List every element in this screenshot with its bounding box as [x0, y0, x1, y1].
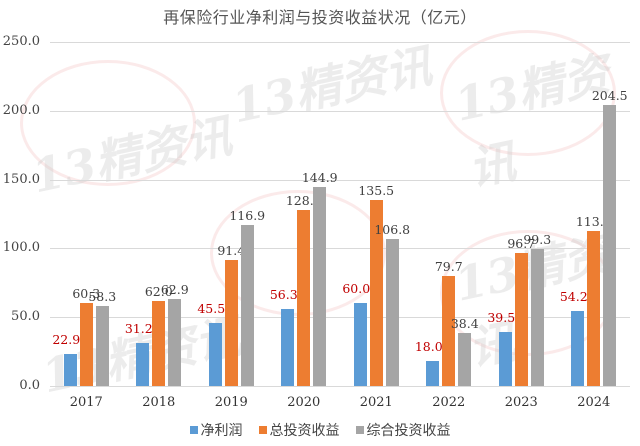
bar [168, 299, 182, 386]
watermark-stamp [440, 30, 616, 156]
x-axis-tick: 2020 [287, 395, 321, 410]
data-label: 60.0 [342, 281, 371, 297]
x-axis-tick: 2024 [577, 395, 611, 410]
bar [603, 104, 617, 386]
bar [442, 276, 456, 386]
y-axis-tick: 150.0 [2, 171, 40, 187]
data-label: 22.9 [52, 332, 81, 348]
data-label: 18.0 [414, 339, 443, 355]
chart-title: 再保险行业净利润与投资收益状况（亿元） [163, 8, 477, 27]
legend-label: 综合投资收益 [366, 423, 451, 439]
y-axis-tick: 100.0 [2, 240, 40, 256]
y-axis-tick: 0.0 [19, 378, 40, 393]
bar [353, 303, 367, 386]
data-label: 128.0 [285, 192, 322, 208]
gridline [50, 179, 630, 181]
data-label: 45.5 [197, 301, 226, 317]
watermark-stamp [20, 60, 196, 186]
data-label: 38.4 [450, 316, 479, 332]
data-label: 91.4 [217, 243, 246, 259]
data-label: 62.0 [144, 283, 173, 299]
x-axis-tick: 2022 [432, 395, 466, 410]
legend-item-net-profit: 净利润 [189, 420, 243, 440]
x-axis-tick: 2018 [142, 395, 176, 410]
x-axis-tick: 2021 [359, 395, 393, 410]
data-label: 39.5 [487, 309, 516, 325]
bar [240, 225, 254, 386]
bar [224, 260, 238, 386]
legend-label: 总投资收益 [269, 423, 340, 439]
legend-swatch [258, 426, 267, 434]
legend-swatch [189, 426, 198, 434]
data-label: 96.7 [507, 235, 536, 251]
data-label: 60.3 [72, 286, 101, 302]
bar [63, 354, 77, 386]
bar [498, 331, 512, 386]
bar [530, 249, 544, 386]
bar [281, 308, 295, 386]
bar [571, 311, 585, 386]
bar [95, 305, 109, 386]
bar [458, 333, 472, 386]
data-label: 204.5 [591, 87, 628, 103]
data-label: 135.5 [358, 182, 395, 198]
bar [208, 323, 222, 386]
gridline [50, 110, 630, 112]
data-label: 56.3 [269, 286, 298, 302]
bar [79, 303, 93, 386]
legend-swatch [355, 426, 364, 434]
bar [136, 343, 150, 386]
bar [587, 230, 601, 386]
data-label: 99.3 [523, 232, 552, 248]
legend-item-total-investment: 总投资收益 [258, 420, 340, 440]
gridline [50, 317, 630, 319]
data-label: 62.9 [160, 282, 189, 298]
gridline [50, 386, 630, 387]
bar [385, 239, 399, 386]
data-label: 144.9 [301, 169, 338, 185]
legend: 净利润 总投资收益 综合投资收益 [0, 420, 640, 440]
y-axis-tick: 200.0 [2, 102, 40, 118]
x-axis-tick: 2017 [69, 395, 103, 410]
bar [297, 209, 311, 386]
bar [313, 186, 327, 386]
bar [152, 300, 166, 386]
data-label: 113.0 [575, 213, 612, 229]
x-axis-tick: 2019 [214, 395, 248, 410]
x-axis-tick: 2023 [504, 395, 538, 410]
watermark-text: 13精资讯 [227, 38, 437, 134]
legend-item-comprehensive-investment: 综合投资收益 [355, 420, 451, 440]
legend-label: 净利润 [200, 423, 243, 439]
bar [369, 199, 383, 386]
y-axis-tick: 250.0 [2, 34, 40, 49]
y-axis-tick: 50.0 [11, 309, 40, 325]
data-label: 79.7 [434, 259, 463, 275]
gridline [50, 248, 630, 250]
data-label: 116.9 [229, 208, 266, 224]
bar [426, 361, 440, 386]
gridline [50, 42, 630, 43]
watermark-text: 13精资讯 [27, 108, 237, 204]
data-label: 58.3 [88, 288, 117, 304]
data-label: 54.2 [559, 289, 588, 305]
data-label: 106.8 [374, 222, 411, 238]
bar [514, 252, 528, 386]
data-label: 31.2 [124, 321, 153, 337]
